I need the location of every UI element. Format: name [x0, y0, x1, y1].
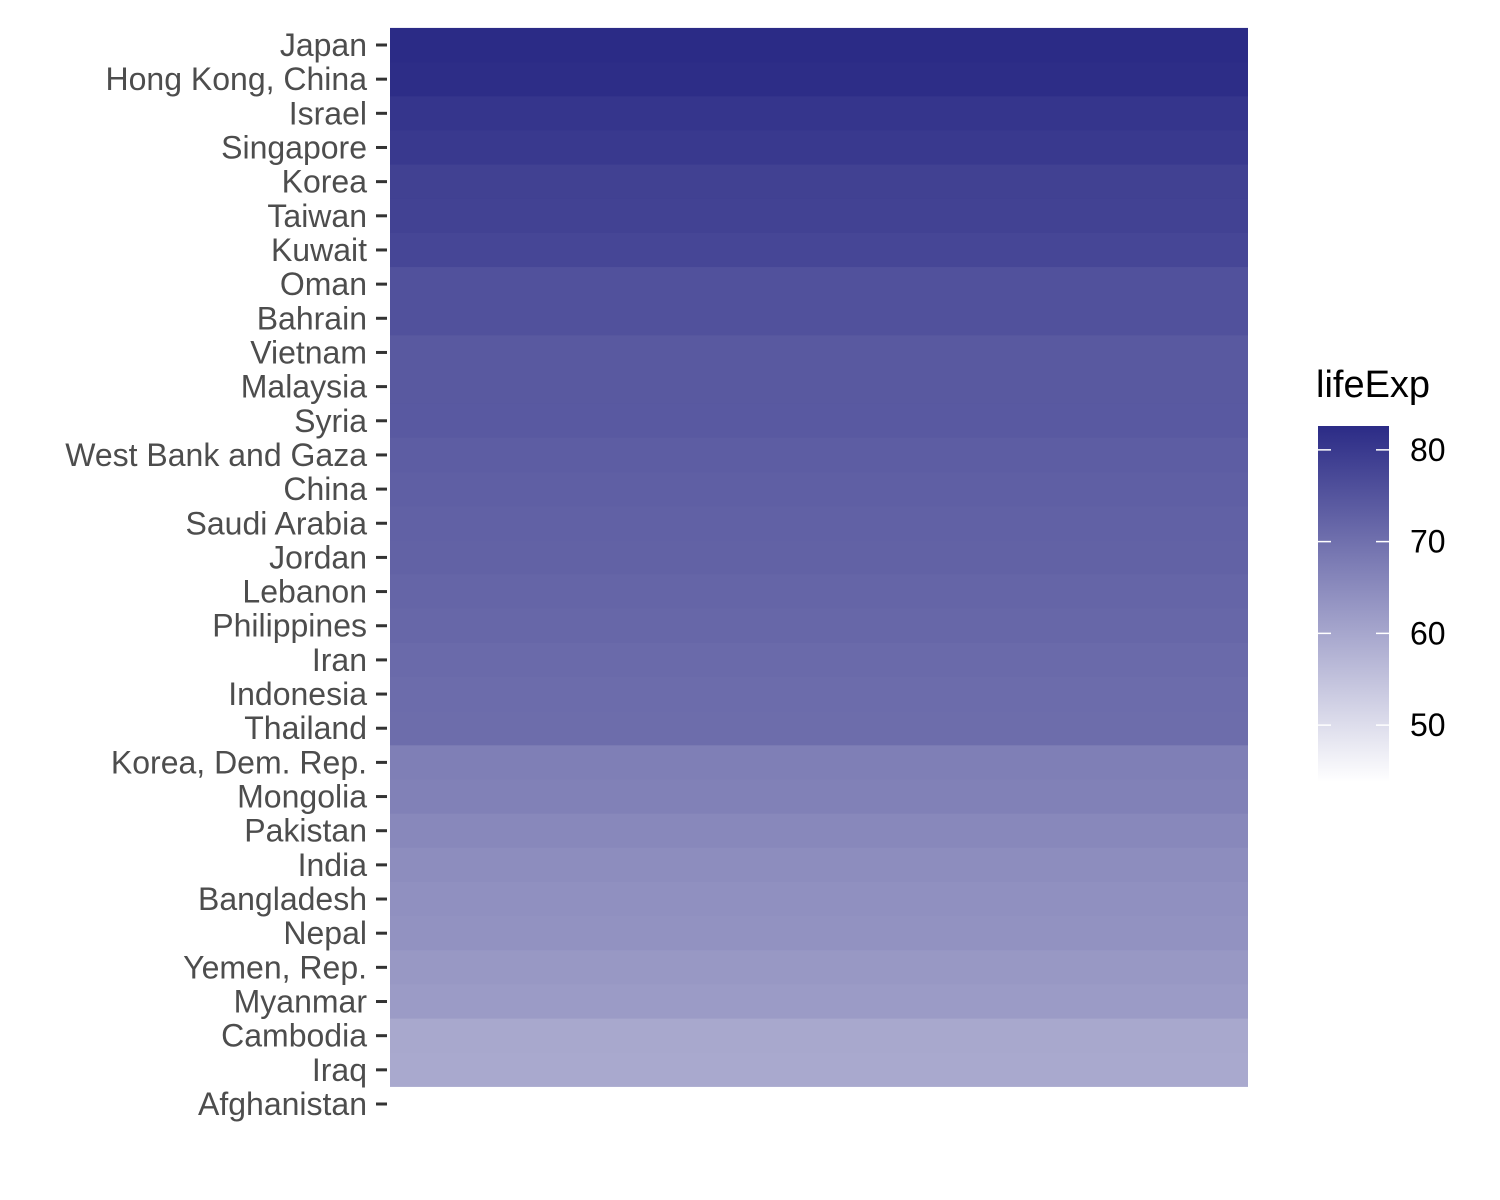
- heatmap-tile: [390, 164, 1248, 200]
- heatmap-tile: [390, 335, 1248, 371]
- y-tick-label: Vietnam: [250, 334, 367, 370]
- y-tick-label: Iraq: [312, 1052, 367, 1088]
- heatmap-tile: [390, 506, 1248, 541]
- y-tick-label: Kuwait: [271, 232, 367, 268]
- heatmap-tile: [390, 301, 1248, 336]
- heatmap-tile: [390, 711, 1248, 746]
- heatmap-tile: [390, 369, 1248, 405]
- heatmap-tile: [390, 1052, 1248, 1088]
- legend-tick-label: 60: [1410, 615, 1446, 651]
- heatmap-tile: [390, 881, 1248, 917]
- legend-colorbar: [1318, 426, 1389, 782]
- heatmap-tile: [390, 62, 1248, 97]
- heatmap-tile: [390, 745, 1248, 781]
- y-tick-label: Philippines: [212, 608, 367, 644]
- heatmap-tile: [390, 96, 1248, 131]
- y-tick-label: Afghanistan: [198, 1086, 367, 1122]
- heatmap-tile: [390, 847, 1248, 883]
- heatmap-tile: [390, 676, 1248, 712]
- y-tick-label: Singapore: [221, 129, 367, 165]
- heatmap-tiles: [390, 27, 1248, 1122]
- y-tick-label: Hong Kong, China: [105, 61, 367, 97]
- y-tick-label: West Bank and Gaza: [65, 437, 367, 473]
- y-tick-label: Myanmar: [234, 984, 368, 1020]
- y-tick-label: India: [298, 847, 368, 883]
- y-tick-label: Oman: [280, 266, 367, 302]
- y-tick-label: Jordan: [269, 539, 367, 575]
- y-tick-label: Thailand: [244, 710, 367, 746]
- heatmap-tile: [390, 540, 1248, 576]
- heatmap-tile: [390, 574, 1248, 610]
- heatmap-tile: [390, 267, 1248, 302]
- heatmap-tile: [390, 813, 1248, 849]
- legend-tick-label: 50: [1410, 707, 1446, 743]
- heatmap-tile: [390, 608, 1248, 644]
- color-legend: lifeExp 50 60 70 80: [1316, 364, 1446, 782]
- y-tick-label: China: [283, 471, 367, 507]
- heatmap-tile: [390, 1018, 1248, 1054]
- heatmap-tile: [390, 27, 1248, 63]
- y-tick-label: Indonesia: [228, 676, 367, 712]
- y-tick-label: Bahrain: [257, 300, 367, 336]
- heatmap-tile: [390, 198, 1248, 234]
- y-tick-label: Pakistan: [244, 813, 367, 849]
- y-tick-label: Taiwan: [267, 198, 367, 234]
- heatmap-tile: [390, 403, 1248, 439]
- heatmap-tile: [390, 916, 1248, 951]
- heatmap-tile: [390, 950, 1248, 986]
- y-tick-label: Bangladesh: [198, 881, 367, 917]
- y-tick-label: Lebanon: [242, 574, 367, 610]
- legend-tick-label: 70: [1410, 524, 1446, 560]
- y-tick-label: Yemen, Rep.: [183, 949, 367, 985]
- y-tick-label: Korea: [282, 164, 368, 200]
- y-tick-label: Cambodia: [221, 1018, 367, 1054]
- y-tick-label: Iran: [312, 642, 367, 678]
- heatmap-tile: [390, 437, 1248, 473]
- heatmap-tile: [390, 472, 1248, 507]
- y-tick-label: Mongolia: [237, 779, 367, 815]
- heatmap-tile: [390, 1086, 1248, 1122]
- legend-tick-label: 80: [1410, 432, 1446, 468]
- y-tick-label: Syria: [294, 403, 367, 439]
- y-tick-label: Korea, Dem. Rep.: [111, 744, 367, 780]
- y-tick-label: Israel: [289, 95, 367, 131]
- heatmap-tile: [390, 232, 1248, 268]
- y-tick-label: Saudi Arabia: [186, 505, 368, 541]
- heatmap-tile: [390, 130, 1248, 166]
- y-tick-label: Nepal: [283, 915, 367, 951]
- y-tick-label: Malaysia: [241, 369, 367, 405]
- heatmap-tile: [390, 984, 1248, 1020]
- legend-title: lifeExp: [1316, 364, 1430, 406]
- heatmap-tile: [390, 779, 1248, 815]
- heatmap-tile: [390, 642, 1248, 678]
- y-tick-label: Japan: [280, 27, 367, 63]
